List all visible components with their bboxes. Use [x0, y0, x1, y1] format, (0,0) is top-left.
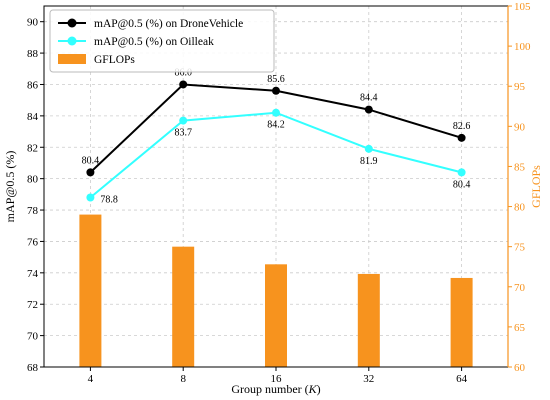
point-dronevehicle: [272, 86, 280, 95]
legend-swatch-gflops: [58, 54, 86, 64]
x-tick-label: 4: [88, 373, 94, 385]
point-oilleak: [86, 193, 95, 202]
point-dronevehicle: [86, 168, 95, 177]
legend-frame: [49, 9, 275, 73]
data-label-oilleak: 83.7: [174, 128, 192, 139]
x-axis-title-variable: K: [308, 382, 318, 396]
data-label-dronevehicle: 80.4: [82, 155, 100, 166]
data-label-dronevehicle: 86.0: [174, 67, 192, 78]
legend-label-oilleak: mAP@0.5 (%) on Oilleak: [94, 36, 214, 48]
right-tick-label: 75: [514, 242, 526, 254]
x-tick-label: 16: [271, 373, 283, 385]
point-dronevehicle: [364, 105, 373, 114]
bar-gflops: [357, 273, 380, 367]
bar-gflops: [450, 277, 473, 367]
right-tick-label: 100: [514, 41, 531, 53]
point-dronevehicle: [457, 133, 466, 142]
x-axis-title-suffix: ): [317, 382, 321, 396]
x-tick-label: 8: [180, 373, 186, 385]
left-axis-ticks: 68 70 72 74 76 78 80 82 84 86 88 90: [27, 17, 44, 374]
left-tick-label: 88: [27, 48, 39, 60]
point-oilleak: [272, 108, 280, 117]
left-tick-label: 78: [27, 205, 39, 217]
left-tick-label: 90: [27, 17, 39, 29]
right-tick-label: 65: [514, 322, 526, 334]
bar-series-gflops: [79, 214, 473, 367]
left-tick-label: 68: [27, 362, 39, 374]
bar-gflops: [172, 246, 195, 367]
data-label-dronevehicle: 85.6: [267, 74, 285, 85]
x-axis-title-prefix: Group number (: [231, 382, 308, 396]
legend-marker-dronevehicle: [67, 18, 77, 28]
point-oilleak: [364, 144, 373, 153]
data-label-oilleak: 81.9: [360, 156, 378, 167]
left-tick-label: 70: [27, 331, 39, 343]
bar-gflops: [265, 264, 287, 367]
right-tick-label: 95: [514, 81, 526, 93]
left-tick-label: 80: [27, 174, 39, 186]
data-label-dronevehicle: 82.6: [453, 121, 471, 132]
right-axis-title: GFLOPs: [529, 165, 543, 208]
data-label-oilleak: 84.2: [267, 120, 285, 131]
right-tick-label: 70: [514, 282, 526, 294]
left-tick-label: 74: [27, 268, 39, 280]
legend-entry-gflops: GFLOPs: [58, 54, 135, 66]
x-axis-ticks: 4 8 16 32 64: [88, 367, 468, 385]
left-axis-title: mAP@0.5 (%): [3, 151, 17, 223]
data-labels-layer: 80.4 86.0 85.6 84.4 82.6 78.8 83.7 84.2 81.9 80.4: [82, 67, 471, 205]
left-tick-label: 86: [27, 79, 39, 91]
right-tick-label: 60: [514, 362, 526, 374]
point-oilleak: [179, 116, 188, 125]
right-tick-label: 90: [514, 121, 526, 133]
legend-entry-oilleak: mAP@0.5 (%) on Oilleak: [58, 36, 214, 48]
x-tick-label: 64: [456, 373, 468, 385]
left-tick-label: 76: [27, 236, 39, 248]
point-oilleak: [457, 168, 466, 177]
left-tick-label: 84: [27, 111, 39, 123]
x-tick-label: 32: [363, 373, 374, 385]
right-tick-label: 80: [514, 202, 526, 214]
x-axis-title: Group number (K): [231, 382, 320, 396]
right-tick-label: 105: [514, 1, 531, 13]
left-tick-label: 72: [27, 299, 38, 311]
point-dronevehicle: [179, 80, 188, 89]
legend-marker-oilleak: [67, 36, 77, 46]
bar-gflops: [79, 214, 102, 367]
right-axis-ticks: 60 65 70 75 80 85 90 95 100 105: [507, 1, 531, 374]
legend-entry-dronevehicle: mAP@0.5 (%) on DroneVehicle: [58, 18, 243, 30]
legend: mAP@0.5 (%) on DroneVehicle mAP@0.5 (%) …: [49, 9, 275, 73]
legend-label-gflops: GFLOPs: [94, 54, 135, 66]
data-label-oilleak: 80.4: [453, 179, 471, 190]
line-series-layer: [86, 80, 466, 202]
right-tick-label: 85: [514, 161, 526, 173]
legend-label-dronevehicle: mAP@0.5 (%) on DroneVehicle: [94, 18, 243, 30]
data-label-dronevehicle: 84.4: [360, 93, 378, 104]
data-label-oilleak: 78.8: [100, 194, 118, 205]
left-tick-label: 82: [27, 142, 38, 154]
